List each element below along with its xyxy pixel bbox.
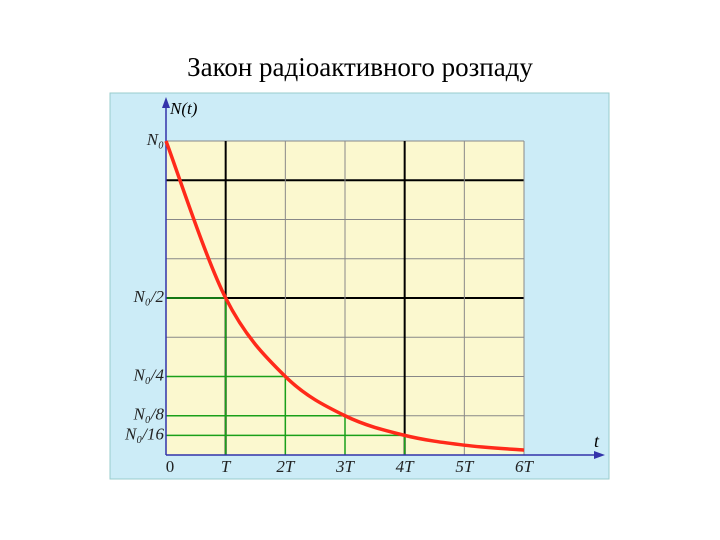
y-axis-label: N(t) — [169, 99, 198, 118]
y-tick-label: N₀ — [146, 130, 164, 149]
x-tick-label: T — [221, 457, 232, 476]
y-axis-arrow — [162, 97, 170, 108]
x-tick-label: 4T — [396, 457, 416, 476]
x-tick-label: 0 — [166, 457, 175, 476]
chart-title: Закон радіоактивного розпаду — [187, 52, 533, 82]
x-tick-label: 5T — [455, 457, 475, 476]
x-tick-label: 3T — [335, 457, 356, 476]
x-tick-label: 6T — [515, 457, 535, 476]
y-tick-label: N₀/8 — [133, 405, 165, 424]
x-axis-arrow — [594, 451, 605, 459]
y-tick-label: N₀/2 — [133, 287, 165, 306]
x-axis-label: t — [594, 431, 600, 451]
y-tick-label: N₀/4 — [133, 365, 165, 384]
y-tick-label: N₀/16 — [124, 424, 164, 443]
decay-curve — [164, 140, 525, 452]
x-tick-label: 2T — [276, 457, 296, 476]
